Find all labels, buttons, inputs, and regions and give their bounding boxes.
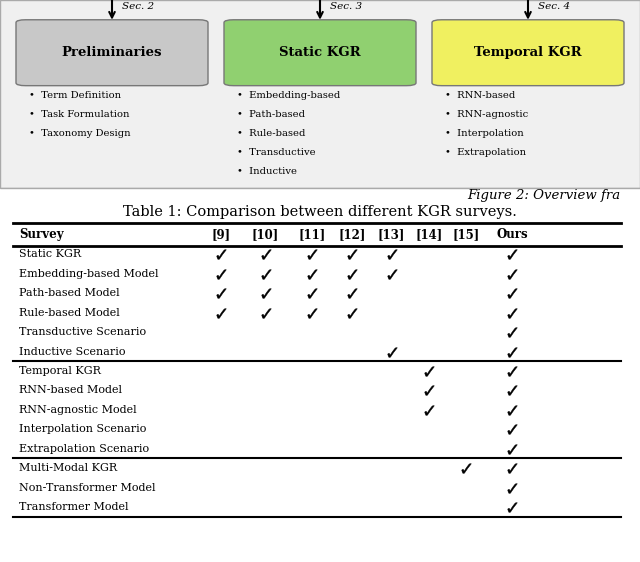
Text: Survey: Survey bbox=[19, 229, 64, 242]
Text: Temporal KGR: Temporal KGR bbox=[19, 366, 101, 376]
Text: Inductive Scenario: Inductive Scenario bbox=[19, 347, 125, 357]
Text: [10]: [10] bbox=[252, 229, 279, 242]
Text: Sec. 3: Sec. 3 bbox=[330, 2, 362, 11]
Text: Ours: Ours bbox=[496, 229, 528, 242]
Text: RNN-based Model: RNN-based Model bbox=[19, 386, 122, 396]
Text: Interpolation Scenario: Interpolation Scenario bbox=[19, 424, 147, 434]
Text: Multi-Modal KGR: Multi-Modal KGR bbox=[19, 463, 117, 473]
Text: •  Taxonomy Design: • Taxonomy Design bbox=[29, 129, 131, 138]
Text: •  Embedding-based: • Embedding-based bbox=[237, 91, 340, 100]
Text: •  Transductive: • Transductive bbox=[237, 148, 316, 157]
Text: •  Extrapolation: • Extrapolation bbox=[445, 148, 526, 157]
Text: Transductive Scenario: Transductive Scenario bbox=[19, 327, 147, 337]
Text: Non-Transformer Model: Non-Transformer Model bbox=[19, 483, 156, 493]
Text: RNN-agnostic Model: RNN-agnostic Model bbox=[19, 405, 137, 415]
Text: •  Rule-based: • Rule-based bbox=[237, 129, 305, 138]
Text: •  RNN-agnostic: • RNN-agnostic bbox=[445, 110, 528, 119]
Text: •  Task Formulation: • Task Formulation bbox=[29, 110, 129, 119]
Text: [14]: [14] bbox=[415, 229, 442, 242]
Text: [9]: [9] bbox=[211, 229, 230, 242]
FancyBboxPatch shape bbox=[16, 20, 208, 85]
Text: [11]: [11] bbox=[298, 229, 325, 242]
Text: Temporal KGR: Temporal KGR bbox=[474, 46, 582, 59]
Text: •  Interpolation: • Interpolation bbox=[445, 129, 524, 138]
FancyBboxPatch shape bbox=[224, 20, 416, 85]
FancyBboxPatch shape bbox=[432, 20, 624, 85]
Text: Sec. 4: Sec. 4 bbox=[538, 2, 570, 11]
Text: Rule-based Model: Rule-based Model bbox=[19, 308, 120, 318]
Text: Table 1: Comparison between different KGR surveys.: Table 1: Comparison between different KG… bbox=[123, 205, 517, 219]
Text: [15]: [15] bbox=[452, 229, 479, 242]
Text: [12]: [12] bbox=[339, 229, 365, 242]
Text: •  Path-based: • Path-based bbox=[237, 110, 305, 119]
Text: Embedding-based Model: Embedding-based Model bbox=[19, 269, 159, 279]
Text: •  RNN-based: • RNN-based bbox=[445, 91, 515, 100]
Text: Static KGR: Static KGR bbox=[279, 46, 361, 59]
Text: Preliminaries: Preliminaries bbox=[61, 46, 163, 59]
Text: Static KGR: Static KGR bbox=[19, 250, 81, 260]
Text: Transformer Model: Transformer Model bbox=[19, 502, 129, 512]
Text: •  Inductive: • Inductive bbox=[237, 166, 297, 175]
Text: Figure 2: Overview fra: Figure 2: Overview fra bbox=[468, 189, 621, 202]
Text: Path-based Model: Path-based Model bbox=[19, 288, 120, 298]
Text: Extrapolation Scenario: Extrapolation Scenario bbox=[19, 444, 149, 454]
Text: [13]: [13] bbox=[378, 229, 405, 242]
Text: •  Term Definition: • Term Definition bbox=[29, 91, 121, 100]
Text: Sec. 2: Sec. 2 bbox=[122, 2, 154, 11]
